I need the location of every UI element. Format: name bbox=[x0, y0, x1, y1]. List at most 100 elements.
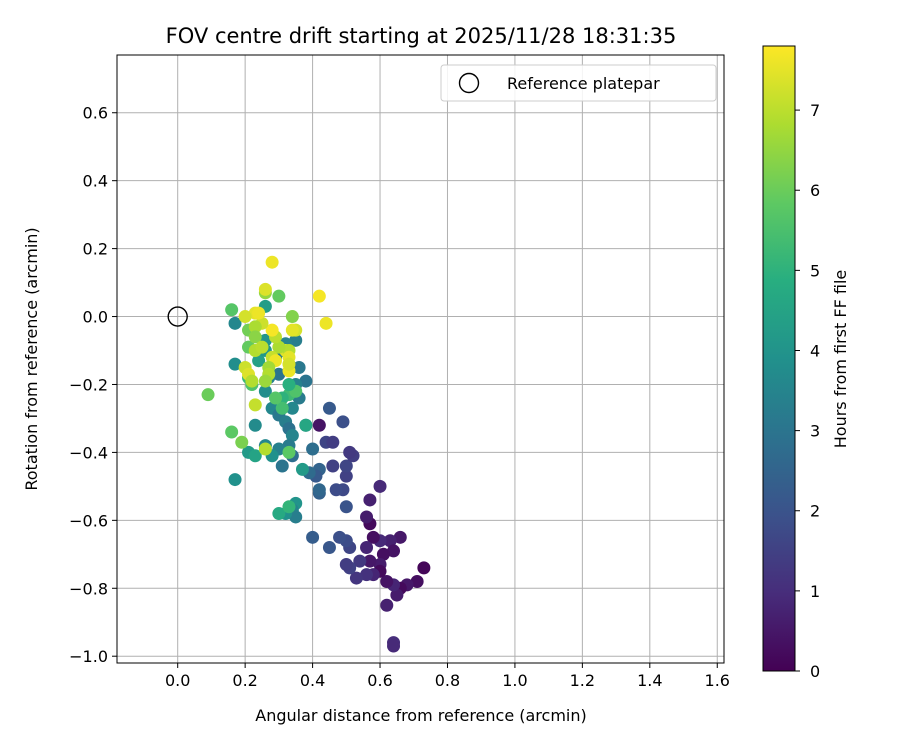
data-point bbox=[228, 473, 242, 487]
data-point bbox=[353, 554, 367, 568]
colorbar-tick-label: 1 bbox=[810, 582, 820, 601]
data-point bbox=[248, 320, 262, 334]
data-point bbox=[272, 507, 286, 521]
data-point bbox=[258, 442, 272, 456]
data-point bbox=[299, 418, 313, 432]
colorbar-label: Hours from first FF file bbox=[831, 270, 850, 449]
data-point bbox=[306, 442, 320, 456]
axes-layer: 0.0 0.2 0.4 0.6 0.8 1.0 1.2 1.4 1.6 −1.0 −0.8 −0.6 −… bbox=[69, 104, 730, 690]
colorbar-tick-label: 0 bbox=[810, 662, 820, 681]
data-point bbox=[282, 445, 296, 459]
legend-reference-marker bbox=[458, 72, 480, 94]
colorbar-tick-label: 5 bbox=[810, 261, 820, 280]
data-point bbox=[363, 493, 377, 507]
data-point bbox=[339, 459, 353, 473]
data-point bbox=[387, 544, 401, 558]
data-point bbox=[225, 303, 239, 317]
data-point bbox=[333, 530, 347, 544]
data-point bbox=[366, 530, 380, 544]
data-point bbox=[360, 510, 374, 524]
data-point bbox=[390, 588, 404, 602]
data-point bbox=[289, 510, 303, 524]
y-tick-label: 0.6 bbox=[83, 104, 108, 123]
data-point bbox=[255, 340, 269, 354]
data-point bbox=[228, 357, 242, 371]
data-point bbox=[322, 401, 336, 415]
data-point bbox=[380, 574, 394, 588]
x-tick-label: 0.6 bbox=[367, 671, 392, 690]
y-tick-label: 0.0 bbox=[83, 308, 108, 327]
x-tick-label: 0.0 bbox=[165, 671, 190, 690]
data-point bbox=[319, 316, 333, 330]
colorbar-ticks: 0 1 2 3 4 5 6 7 bbox=[795, 101, 820, 681]
colorbar-tick-label: 6 bbox=[810, 181, 820, 200]
data-point bbox=[225, 425, 239, 439]
data-point bbox=[306, 530, 320, 544]
data-point bbox=[326, 435, 340, 449]
data-point bbox=[228, 316, 242, 330]
y-tick-label: 0.2 bbox=[83, 240, 108, 259]
data-point bbox=[235, 435, 249, 449]
data-point bbox=[363, 554, 377, 568]
x-tick-label: 1.6 bbox=[705, 671, 730, 690]
data-point bbox=[373, 479, 387, 493]
data-point bbox=[360, 541, 374, 555]
y-tick-label: −0.6 bbox=[69, 511, 108, 530]
data-point bbox=[265, 255, 279, 269]
data-point bbox=[343, 445, 357, 459]
y-axis-label: Rotation from reference (arcmin) bbox=[22, 227, 41, 490]
data-point bbox=[329, 483, 343, 497]
data-point bbox=[299, 374, 313, 388]
data-point bbox=[248, 418, 262, 432]
data-point bbox=[380, 598, 394, 612]
data-point bbox=[258, 374, 272, 388]
data-point bbox=[282, 500, 296, 514]
data-point bbox=[285, 401, 299, 415]
x-tick-label: 0.8 bbox=[435, 671, 460, 690]
colorbar-gradient bbox=[762, 45, 796, 672]
x-axis-label: Angular distance from reference (arcmin) bbox=[255, 706, 586, 725]
y-tick-label: −1.0 bbox=[69, 647, 108, 666]
data-point bbox=[285, 323, 299, 337]
colorbar-tick-label: 4 bbox=[810, 341, 820, 360]
data-point bbox=[282, 357, 296, 371]
data-point bbox=[312, 418, 326, 432]
data-point bbox=[285, 428, 299, 442]
legend: Reference platepar bbox=[440, 64, 717, 102]
data-point bbox=[417, 561, 431, 575]
data-point bbox=[410, 574, 424, 588]
data-point bbox=[248, 449, 262, 463]
y-tick-label: −0.4 bbox=[69, 443, 108, 462]
data-point bbox=[282, 377, 296, 391]
legend-label: Reference platepar bbox=[507, 74, 660, 93]
colorbar-tick-label: 3 bbox=[810, 422, 820, 441]
data-point bbox=[360, 568, 374, 582]
y-tick-label: −0.8 bbox=[69, 579, 108, 598]
colorbar-tick-label: 7 bbox=[810, 101, 820, 120]
data-point bbox=[292, 360, 306, 374]
data-point bbox=[268, 391, 282, 405]
colorbar-tick-label: 2 bbox=[810, 502, 820, 521]
data-point bbox=[376, 547, 390, 561]
data-point bbox=[339, 500, 353, 514]
data-point bbox=[295, 462, 309, 476]
y-tick-label: −0.2 bbox=[69, 375, 108, 394]
data-point bbox=[336, 415, 350, 429]
x-tick-label: 1.2 bbox=[570, 671, 595, 690]
data-point bbox=[272, 289, 286, 303]
data-point bbox=[248, 398, 262, 412]
y-tick-label: 0.4 bbox=[83, 172, 108, 191]
data-point bbox=[265, 323, 279, 337]
data-point bbox=[383, 534, 397, 548]
data-point bbox=[258, 282, 272, 296]
x-tick-label: 1.0 bbox=[502, 671, 527, 690]
data-point bbox=[252, 354, 266, 368]
data-point bbox=[248, 330, 262, 344]
chart-title: FOV centre drift starting at 2025/11/28 … bbox=[166, 24, 677, 48]
data-point bbox=[258, 384, 272, 398]
points-layer bbox=[167, 255, 431, 653]
data-point bbox=[272, 340, 286, 354]
data-point bbox=[349, 571, 363, 585]
colorbar: 0 1 2 3 4 5 6 7 Hours from first FF file bbox=[762, 45, 850, 681]
